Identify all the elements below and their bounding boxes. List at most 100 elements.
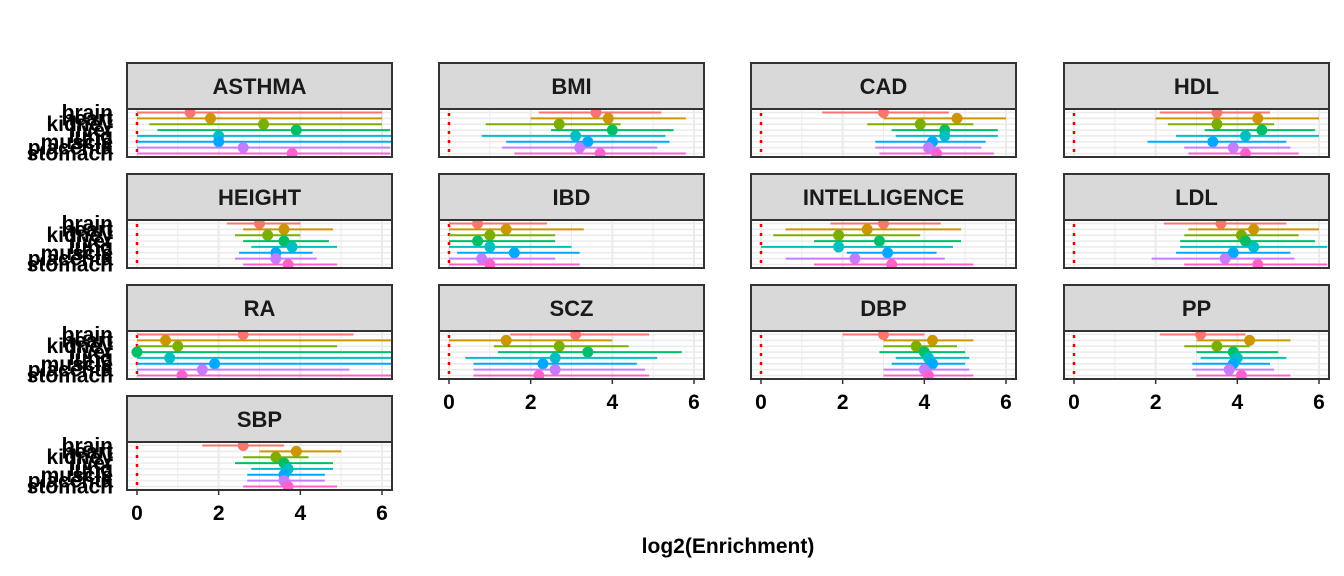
point-scz-lung <box>549 352 561 364</box>
y-tick-label-stomach: stomach <box>27 253 113 276</box>
point-sbp-brain <box>237 442 249 452</box>
facet-strip-pp <box>1063 284 1330 332</box>
point-scz-brain <box>570 331 582 341</box>
facet-title-height: HEIGHT <box>218 185 302 210</box>
point-height-brain <box>254 220 265 230</box>
point-dbp-muscle <box>927 358 938 370</box>
facet-title-asthma: ASTHMA <box>212 74 306 99</box>
y-tick-label-kidney: kidney <box>46 224 113 247</box>
facet-cad: CAD <box>750 62 1017 158</box>
point-bmi-muscle <box>582 136 594 148</box>
point-ldl-heart <box>1248 223 1260 235</box>
y-tick-label-lung: lung <box>69 347 113 370</box>
point-ra-placenta <box>196 364 208 376</box>
y-tick-label-heart: heart <box>62 107 113 130</box>
point-bmi-lung <box>570 130 582 142</box>
data-pp <box>1159 331 1291 379</box>
point-pp-placenta <box>1223 364 1235 376</box>
facet-pp: PP 0 2 4 6 <box>1063 284 1330 414</box>
point-ibd-heart <box>500 223 512 235</box>
facet-panels: ASTHMAbrainheartkidneyliverlungmusclepla… <box>27 62 1330 525</box>
facet-ldl: LDL <box>1063 173 1330 269</box>
point-height-heart <box>278 223 290 235</box>
point-hdl-kidney <box>1211 118 1223 130</box>
facet-title-sbp: SBP <box>237 407 282 432</box>
facet-title-bmi: BMI <box>551 74 591 99</box>
y-tick-label-liver: liver <box>70 119 113 142</box>
facet-border-ibd <box>438 219 705 269</box>
x-tick-label-scz-2: 2 <box>525 391 537 414</box>
data-ra <box>131 331 392 379</box>
data-dbp <box>842 331 974 379</box>
facet-strip-bmi <box>438 62 705 110</box>
point-scz-kidney <box>553 340 565 352</box>
point-ibd-kidney <box>484 229 496 241</box>
y-tick-label-stomach: stomach <box>27 475 113 498</box>
point-hdl-muscle <box>1207 136 1219 148</box>
data-hdl <box>1147 109 1319 157</box>
y-tick-label-liver: liver <box>70 230 113 253</box>
point-ra-kidney <box>172 340 184 352</box>
point-ibd-lung <box>484 241 496 253</box>
point-ra-liver <box>131 346 143 358</box>
y-tick-label-heart: heart <box>62 440 113 463</box>
y-tick-label-placenta: placenta <box>28 248 114 271</box>
facet-strip-ldl <box>1063 173 1330 221</box>
facet-border-intelligence <box>750 219 1017 269</box>
facet-border-scz <box>438 330 705 380</box>
point-asthma-stomach <box>286 147 298 157</box>
point-cad-lung <box>939 130 951 142</box>
y-tick-label-brain: brain <box>62 213 113 236</box>
point-bmi-heart <box>602 112 614 124</box>
point-ibd-liver <box>472 235 484 247</box>
y-tick-label-muscle: muscle <box>41 131 113 154</box>
facet-border-height <box>126 219 393 269</box>
point-cad-kidney <box>914 118 926 130</box>
point-intelligence-stomach <box>886 258 898 268</box>
data-sbp <box>202 442 342 490</box>
point-asthma-liver <box>290 124 302 136</box>
point-height-lung <box>286 241 298 253</box>
data-height <box>226 220 338 268</box>
point-bmi-placenta <box>574 142 586 154</box>
facet-border-hdl <box>1063 108 1330 158</box>
point-asthma-kidney <box>258 118 270 130</box>
facet-height: HEIGHT brainheartkidneyliverlungmusclepla… <box>27 173 393 276</box>
point-cad-heart <box>951 112 963 124</box>
point-dbp-heart <box>927 334 938 346</box>
point-sbp-kidney <box>270 451 282 463</box>
point-dbp-kidney <box>910 340 922 352</box>
data-asthma <box>137 109 392 157</box>
point-ldl-lung <box>1248 241 1260 253</box>
point-scz-placenta <box>549 364 561 376</box>
point-bmi-kidney <box>553 118 565 130</box>
facet-title-hdl: HDL <box>1174 74 1219 99</box>
point-pp-stomach <box>1235 369 1247 379</box>
point-sbp-stomach <box>282 480 294 490</box>
data-ibd <box>449 220 584 268</box>
point-intelligence-kidney <box>833 229 845 241</box>
y-tick-label-heart: heart <box>62 218 113 241</box>
x-tick-label-dbp-0: 0 <box>755 391 767 414</box>
facet-strip-scz <box>438 284 705 332</box>
facet-border-bmi <box>438 108 705 158</box>
facet-strip-ibd <box>438 173 705 221</box>
x-axis-title: log2(Enrichment) <box>642 535 815 558</box>
point-ldl-liver <box>1240 235 1251 247</box>
point-scz-heart <box>500 334 512 346</box>
point-pp-brain <box>1195 331 1207 341</box>
facet-asthma: ASTHMA brainheartkidneyliverlungmusclepla… <box>27 62 393 165</box>
point-ibd-stomach <box>484 258 496 268</box>
facet-title-scz: SCZ <box>550 296 594 321</box>
point-cad-placenta <box>922 142 934 154</box>
point-intelligence-lung <box>833 241 845 253</box>
point-asthma-placenta <box>237 142 249 154</box>
point-hdl-placenta <box>1227 142 1239 154</box>
facet-strip-cad <box>750 62 1017 110</box>
y-tick-label-brain: brain <box>62 324 113 347</box>
y-tick-label-placenta: placenta <box>28 470 114 493</box>
point-scz-liver <box>582 346 594 358</box>
y-tick-label-brain: brain <box>62 102 113 125</box>
facet-bmi: BMI <box>438 62 705 158</box>
